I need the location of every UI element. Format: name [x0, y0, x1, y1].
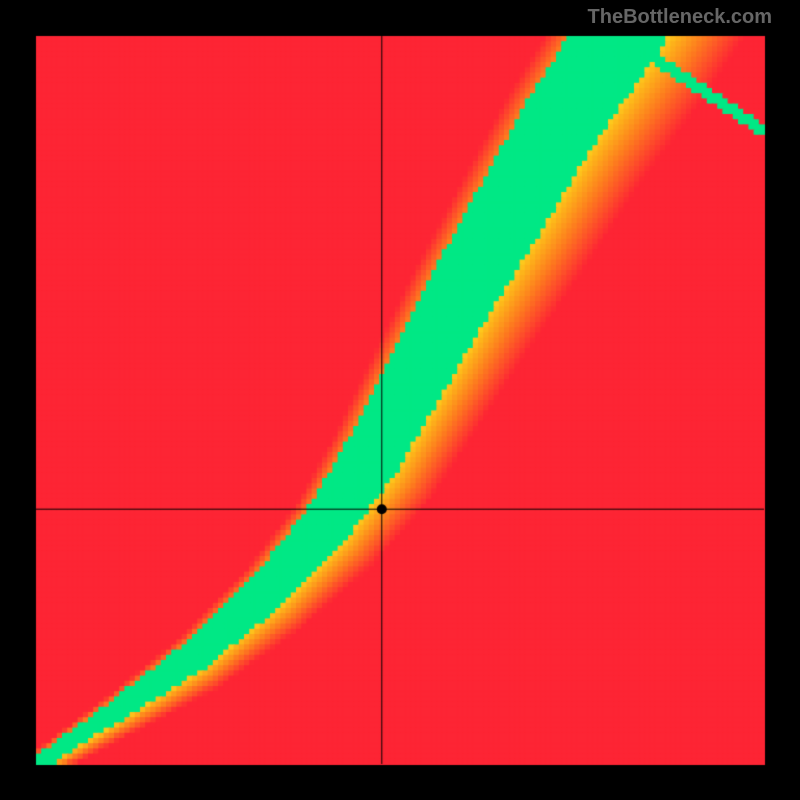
- chart-container: { "watermark": { "text": "TheBottleneck.…: [0, 0, 800, 800]
- watermark-text: TheBottleneck.com: [588, 6, 772, 29]
- bottleneck-heatmap: [0, 0, 800, 800]
